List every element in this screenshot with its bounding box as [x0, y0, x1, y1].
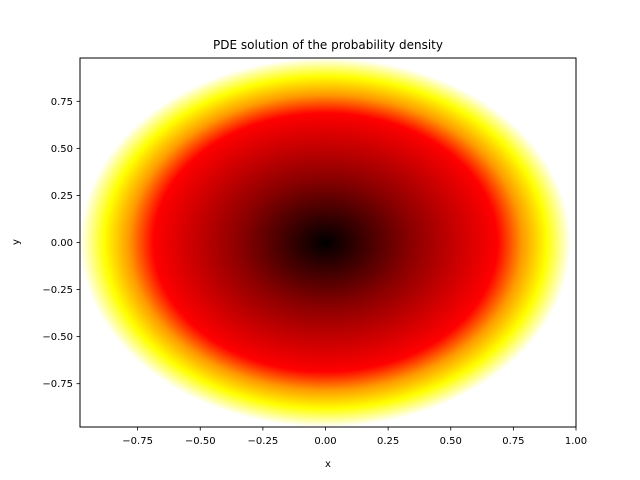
- x-tick-label: −0.75: [122, 436, 153, 447]
- x-axis-ticks: −0.75 −0.50 −0.25 0.00 0.25 0.50 0.75 1.00: [122, 427, 587, 447]
- x-axis-label: x: [325, 459, 331, 470]
- x-tick-label: 1.00: [565, 436, 587, 447]
- density-disk: [80, 58, 571, 427]
- density-field-layer: [80, 58, 571, 427]
- x-tick-label: −0.25: [248, 436, 279, 447]
- y-tick-label: 0.50: [51, 144, 73, 155]
- y-tick-label: −0.25: [42, 285, 73, 296]
- chart-title: PDE solution of the probability density: [213, 38, 443, 52]
- y-tick-label: −0.50: [42, 332, 73, 343]
- y-tick-label: 0.75: [51, 97, 73, 108]
- x-tick-label: −0.50: [185, 436, 216, 447]
- y-axis-ticks: 0.75 0.50 0.25 0.00 −0.25 −0.50 −0.75: [42, 97, 80, 390]
- y-tick-label: 0.00: [51, 238, 73, 249]
- x-tick-label: 0.00: [314, 436, 336, 447]
- x-tick-label: 0.75: [502, 436, 524, 447]
- y-axis-label: y: [11, 239, 22, 245]
- y-tick-label: 0.25: [51, 191, 73, 202]
- x-tick-label: 0.50: [440, 436, 462, 447]
- x-tick-label: 0.25: [377, 436, 399, 447]
- y-tick-label: −0.75: [42, 379, 73, 390]
